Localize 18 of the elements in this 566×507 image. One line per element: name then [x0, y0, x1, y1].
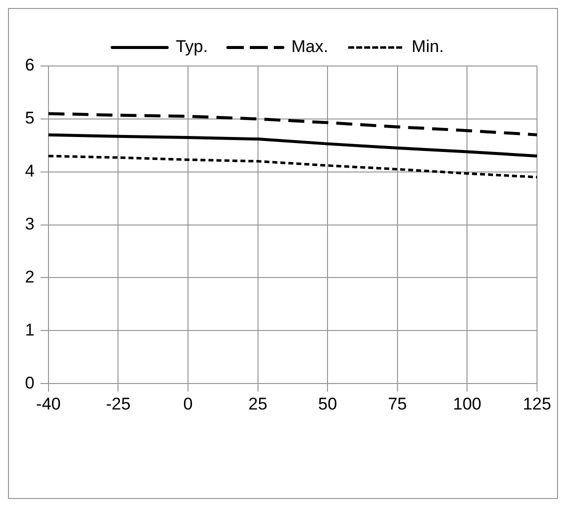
y-tick-label: 4	[24, 162, 34, 181]
y-tick-label: 1	[24, 320, 34, 340]
legend-label: Min.	[412, 37, 444, 56]
y-tick-label: 2	[24, 267, 34, 286]
x-tick-label: 75	[388, 394, 407, 414]
x-tick-label: 125	[522, 394, 552, 414]
y-tick-label: 6	[24, 56, 34, 75]
x-tick-label: 100	[453, 394, 482, 414]
x-tick-label: 50	[318, 394, 338, 414]
y-tick-label: 3	[24, 214, 34, 234]
legend-label: Typ.	[176, 37, 208, 56]
x-tick-label: 0	[183, 394, 193, 414]
legend-label: Max.	[291, 37, 328, 56]
x-tick-label: 25	[248, 394, 268, 414]
y-tick-label: 0	[24, 373, 34, 392]
y-tick-label: 5	[24, 108, 34, 128]
x-tick-label: -40	[36, 394, 61, 414]
x-tick-label: -25	[106, 394, 131, 414]
